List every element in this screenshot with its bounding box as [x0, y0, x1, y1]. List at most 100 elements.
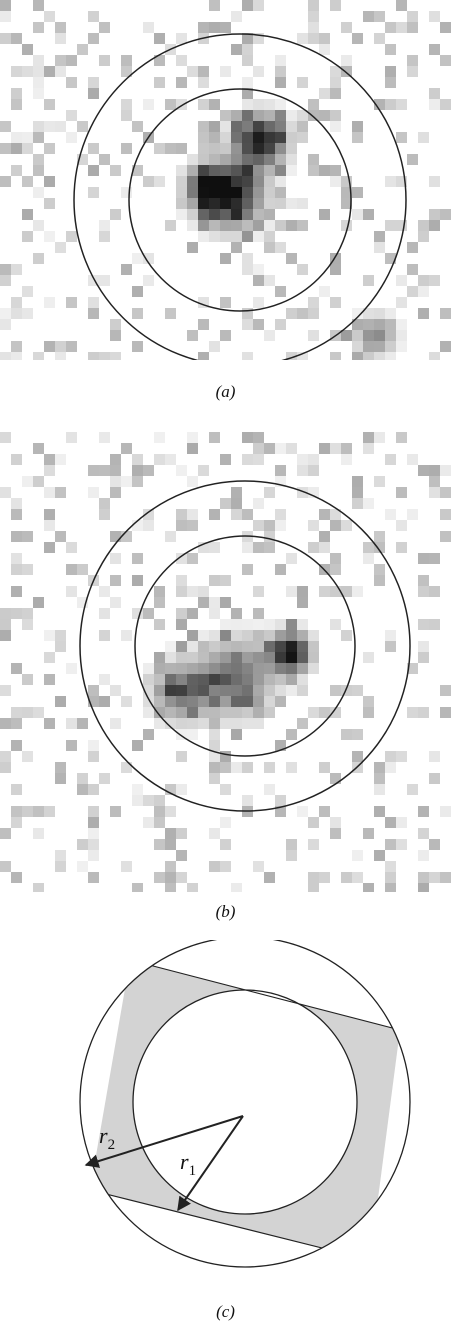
- map-pixel: [187, 165, 198, 176]
- map-pixel: [55, 22, 66, 33]
- map-pixel: [429, 773, 440, 784]
- map-pixel: [220, 143, 231, 154]
- map-pixel: [363, 432, 374, 443]
- map-pixel: [242, 509, 253, 520]
- map-pixel: [341, 22, 352, 33]
- map-pixel: [198, 231, 209, 242]
- map-pixel: [418, 275, 429, 286]
- map-pixel: [242, 209, 253, 220]
- map-pixel: [198, 586, 209, 597]
- map-pixel: [154, 795, 165, 806]
- map-pixel: [264, 663, 275, 674]
- map-pixel: [253, 861, 264, 872]
- map-pixel: [165, 839, 176, 850]
- map-pixel: [55, 352, 66, 363]
- map-pixel: [286, 839, 297, 850]
- map-pixel: [55, 762, 66, 773]
- map-pixel: [33, 0, 44, 11]
- map-pixel: [231, 652, 242, 663]
- map-pixel: [242, 641, 253, 652]
- map-pixel: [121, 99, 132, 110]
- map-pixel: [242, 319, 253, 330]
- map-pixel: [264, 176, 275, 187]
- map-pixel: [385, 630, 396, 641]
- map-pixel: [88, 11, 99, 22]
- map-pixel: [429, 839, 440, 850]
- map-pixel: [308, 641, 319, 652]
- map-pixel: [330, 110, 341, 121]
- map-pixel: [220, 762, 231, 773]
- map-pixel: [242, 154, 253, 165]
- map-pixel: [231, 242, 242, 253]
- map-pixel: [44, 231, 55, 242]
- map-pixel: [11, 66, 22, 77]
- map-pixel: [88, 297, 99, 308]
- caption-c: (c): [216, 1302, 235, 1321]
- map-pixel: [88, 784, 99, 795]
- map-pixel: [363, 443, 374, 454]
- panel-b-pixels: [0, 432, 451, 894]
- map-pixel: [396, 542, 407, 553]
- map-pixel: [121, 143, 132, 154]
- map-pixel: [209, 509, 220, 520]
- map-pixel: [418, 132, 429, 143]
- map-pixel: [88, 308, 99, 319]
- map-pixel: [308, 154, 319, 165]
- map-pixel: [11, 531, 22, 542]
- map-pixel: [176, 77, 187, 88]
- map-pixel: [198, 718, 209, 729]
- map-pixel: [165, 685, 176, 696]
- map-pixel: [187, 66, 198, 77]
- map-pixel: [11, 608, 22, 619]
- map-pixel: [253, 641, 264, 652]
- map-pixel: [99, 432, 110, 443]
- map-pixel: [308, 487, 319, 498]
- map-pixel: [319, 762, 330, 773]
- map-pixel: [0, 828, 11, 839]
- map-pixel: [55, 531, 66, 542]
- map-pixel: [374, 352, 385, 363]
- map-pixel: [341, 198, 352, 209]
- map-pixel: [220, 707, 231, 718]
- map-pixel: [352, 729, 363, 740]
- map-pixel: [55, 696, 66, 707]
- map-pixel: [242, 187, 253, 198]
- map-pixel: [264, 762, 275, 773]
- map-pixel: [264, 220, 275, 231]
- map-pixel: [308, 872, 319, 883]
- panel-c: r2 r1: [0, 936, 451, 1290]
- map-pixel: [297, 454, 308, 465]
- map-pixel: [363, 883, 374, 894]
- map-pixel: [77, 839, 88, 850]
- map-pixel: [121, 476, 132, 487]
- map-pixel: [418, 286, 429, 297]
- map-pixel: [253, 652, 264, 663]
- map-pixel: [77, 121, 88, 132]
- map-pixel: [55, 487, 66, 498]
- map-pixel: [385, 751, 396, 762]
- map-pixel: [242, 264, 253, 275]
- map-pixel: [374, 33, 385, 44]
- map-pixel: [22, 564, 33, 575]
- map-pixel: [11, 553, 22, 564]
- map-pixel: [341, 586, 352, 597]
- map-pixel: [297, 352, 308, 363]
- map-pixel: [176, 641, 187, 652]
- map-pixel: [286, 619, 297, 630]
- map-pixel: [385, 308, 396, 319]
- map-pixel: [198, 220, 209, 231]
- map-pixel: [11, 264, 22, 275]
- map-pixel: [77, 773, 88, 784]
- map-pixel: [275, 465, 286, 476]
- map-pixel: [264, 165, 275, 176]
- map-pixel: [319, 44, 330, 55]
- map-pixel: [44, 509, 55, 520]
- map-pixel: [198, 319, 209, 330]
- map-pixel: [396, 176, 407, 187]
- map-pixel: [209, 143, 220, 154]
- map-pixel: [242, 542, 253, 553]
- map-pixel: [33, 352, 44, 363]
- map-pixel: [187, 883, 198, 894]
- map-pixel: [253, 297, 264, 308]
- map-pixel: [297, 685, 308, 696]
